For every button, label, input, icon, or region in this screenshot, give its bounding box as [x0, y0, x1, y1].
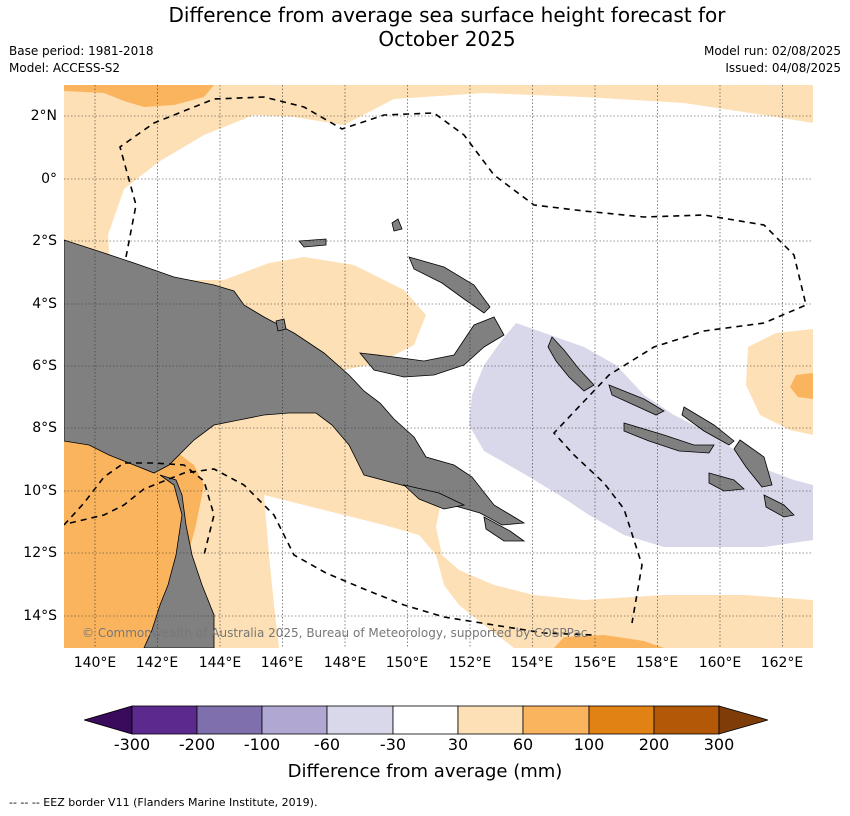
colorbar-segment	[196, 705, 263, 735]
colorbar-tick-label: -30	[379, 735, 407, 754]
chart-title: Difference from average sea surface heig…	[0, 3, 850, 51]
colorbar-segment	[653, 705, 720, 735]
lon-label: 154°E	[510, 655, 554, 671]
colorbar-title-text: Difference from average (mm)	[287, 761, 563, 782]
anomaly-30-60-west	[64, 85, 813, 648]
model-run: Model run: 02/08/2025	[703, 44, 841, 58]
graticule	[64, 85, 813, 648]
lon-label: 158°E	[635, 655, 679, 671]
colorbar-segment	[392, 705, 459, 735]
issued-date: Issued: 04/08/2025	[725, 61, 841, 75]
eez-borders	[64, 96, 807, 636]
colorbar-tick-label: -200	[178, 735, 216, 754]
meta-right: Model run: 02/08/2025 Issued: 04/08/2025	[704, 43, 841, 77]
lat-label: 2°N	[30, 108, 57, 124]
model-name: Model: ACCESS-S2	[9, 61, 121, 75]
sea-height-map	[64, 85, 813, 648]
lon-label: 142°E	[135, 655, 179, 671]
land-australia	[143, 474, 215, 648]
lat-label: 6°S	[32, 358, 57, 374]
anomaly-neutral-south	[264, 495, 514, 648]
lat-label: 8°S	[32, 420, 57, 436]
lon-label: 152°E	[448, 655, 492, 671]
copyright-notice: © Commonwealth of Australia 2025, Bureau…	[82, 626, 588, 640]
lon-label: 162°E	[760, 655, 804, 671]
anomaly-30-60-east	[746, 329, 813, 435]
lon-label: 148°E	[323, 655, 367, 671]
colorbar-segment	[131, 705, 198, 735]
lat-label: 10°S	[23, 483, 57, 499]
colorbar-tick-label: 60	[512, 735, 534, 754]
colorbar-segment	[326, 705, 394, 735]
colorbar-segment	[457, 705, 524, 735]
land-bougainville	[547, 336, 595, 392]
lon-label: 140°E	[73, 655, 117, 671]
base-period: Base period: 1981-2018	[9, 44, 154, 58]
lat-label: 12°S	[23, 545, 57, 561]
anomaly-60-100-east	[790, 373, 813, 399]
colorbar-extend-high	[718, 705, 768, 735]
lon-label: 150°E	[385, 655, 429, 671]
lon-label: 156°E	[573, 655, 617, 671]
colorbar-segment	[522, 705, 590, 735]
footer-note: -- -- -- EEZ border V11 (Flanders Marine…	[9, 796, 318, 809]
colorbar	[84, 705, 768, 735]
lat-label: 4°S	[32, 296, 57, 312]
land-new-guinea	[64, 239, 526, 526]
colorbar-tick-label: 30	[447, 735, 469, 754]
land-louisiade	[402, 484, 526, 542]
anomaly-60-100-southeast	[554, 635, 664, 648]
lon-label: 160°E	[698, 655, 742, 671]
land-new-britain	[359, 316, 505, 378]
colorbar-title: Difference from average (mm)	[0, 761, 850, 783]
lat-label: 14°S	[23, 608, 57, 624]
colorbar-tick-label: 100	[573, 735, 605, 754]
meta-left: Base period: 1981-2018 Model: ACCESS-S2	[9, 43, 154, 77]
colorbar-tick-label: -300	[113, 735, 151, 754]
title-line-1: Difference from average sea surface heig…	[168, 3, 726, 27]
colorbar-segment	[588, 705, 655, 735]
colorbar-tick-label: -60	[313, 735, 341, 754]
title-line-2: October 2025	[378, 27, 516, 51]
colorbar-segment	[261, 705, 328, 735]
land-small-islands-north	[275, 218, 403, 332]
colorbar-extend-low	[84, 705, 133, 735]
colorbar-tick-label: 200	[638, 735, 670, 754]
colorbar-tick-label: -100	[243, 735, 281, 754]
colorbar-tick-label: 300	[703, 735, 735, 754]
lat-label: 0°	[41, 171, 57, 187]
lat-label: 2°S	[32, 233, 57, 249]
lon-label: 146°E	[260, 655, 304, 671]
anomaly-60-100-northwest	[64, 85, 214, 107]
land-solomon-islands	[608, 384, 795, 518]
lon-label: 144°E	[198, 655, 242, 671]
